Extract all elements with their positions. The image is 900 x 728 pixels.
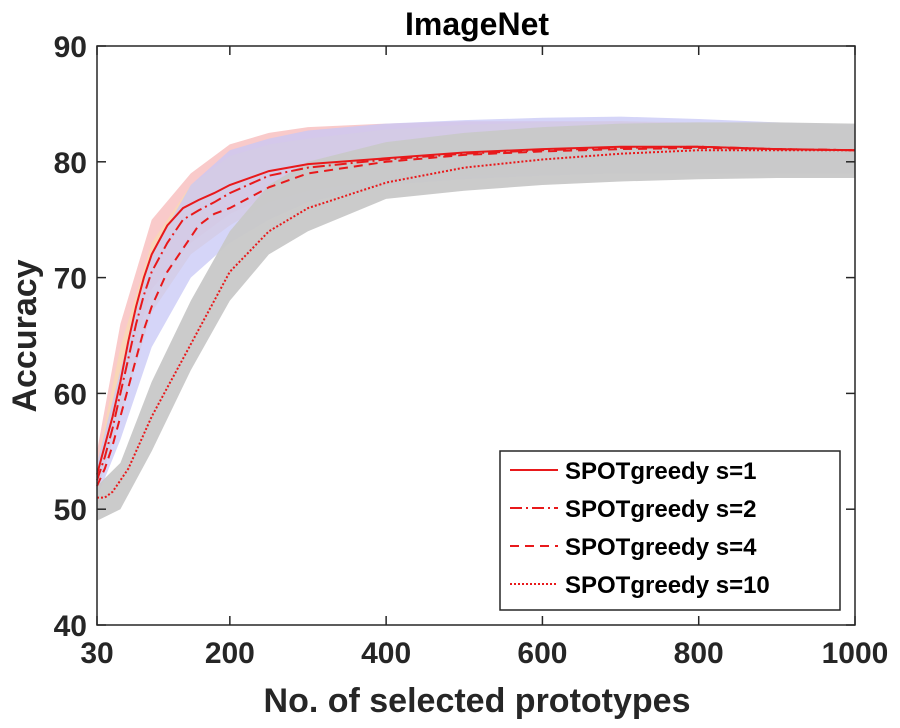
legend-label-s2: SPOTgreedy s=2 <box>565 496 756 523</box>
chart-title: ImageNet <box>405 6 549 42</box>
axis-ticks: 30 200 400 600 800 1000 40 50 60 70 80 90 <box>54 31 889 670</box>
y-tick-label: 90 <box>54 31 87 64</box>
y-tick-label: 60 <box>54 378 87 411</box>
y-tick-label: 80 <box>54 147 87 180</box>
x-axis-title: No. of selected prototypes <box>264 682 691 720</box>
y-axis-title: Accuracy <box>6 259 44 412</box>
legend-box <box>499 450 841 611</box>
series-line-s2 <box>96 145 856 481</box>
y-tick-label: 40 <box>54 610 87 643</box>
series-line-s10 <box>97 149 855 499</box>
confidence-bands <box>97 116 855 521</box>
x-tick-label: 30 <box>80 637 113 670</box>
y-tick-label: 70 <box>54 263 87 296</box>
x-tick-label: 800 <box>674 637 724 670</box>
y-tick-label: 50 <box>54 494 87 527</box>
legend-label-s4: SPOTgreedy s=4 <box>565 534 757 561</box>
legend-label-s10: SPOTgreedy s=10 <box>565 572 770 599</box>
series-lines <box>96 145 856 499</box>
x-tick-label: 1000 <box>822 637 889 670</box>
series-line-s1 <box>96 145 856 475</box>
x-tick-label: 400 <box>361 637 411 670</box>
plot-area-frame <box>96 45 856 626</box>
legend-label-s1: SPOTgreedy s=1 <box>565 458 756 485</box>
x-tick-label: 200 <box>205 637 255 670</box>
x-tick-label: 600 <box>517 637 567 670</box>
band-s10 <box>97 122 855 521</box>
legend: SPOTgreedy s=1 SPOTgreedy s=2 SPOTgreedy s… <box>499 450 841 611</box>
series-line-s4 <box>96 146 856 487</box>
